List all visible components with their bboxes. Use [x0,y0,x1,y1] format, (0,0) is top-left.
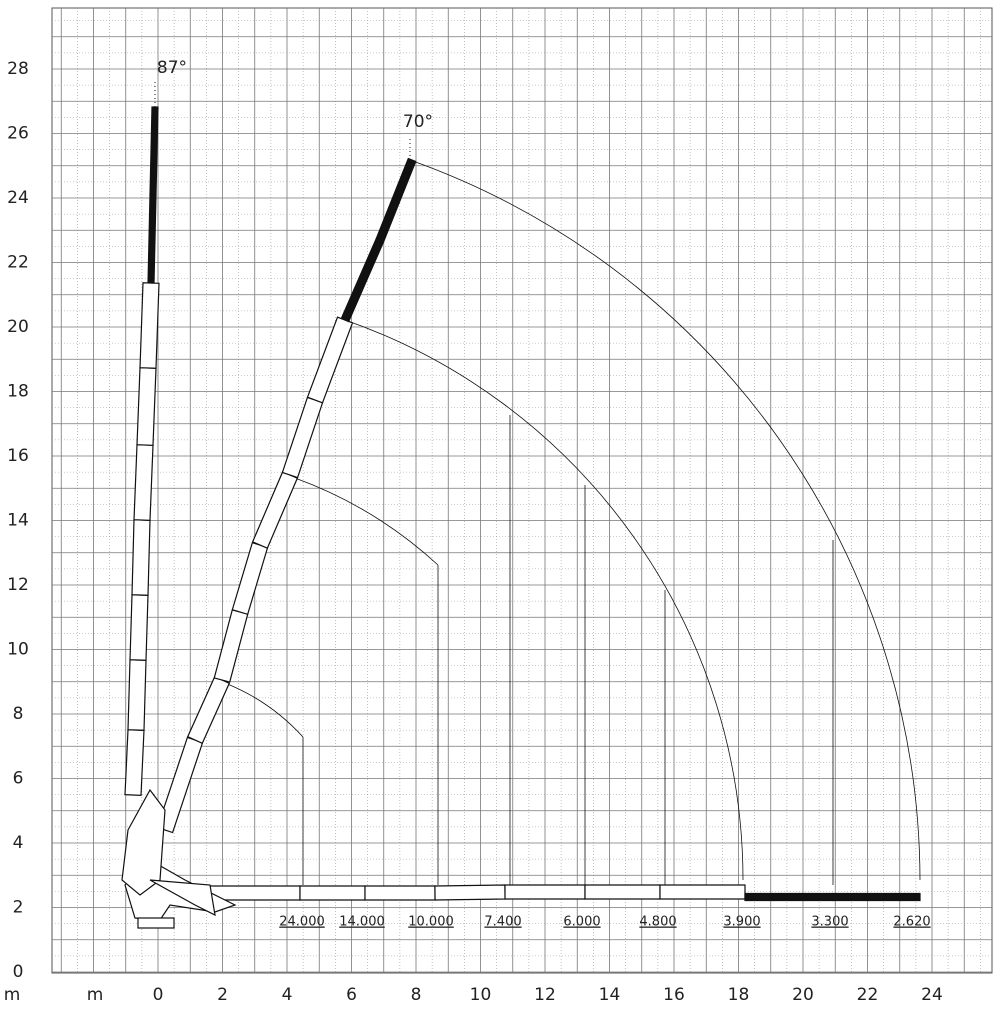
y-tick-label: 10 [7,640,29,660]
load-label: 7.400 [484,915,521,930]
reach-arc [224,682,304,738]
angle-label: 87° [157,58,187,78]
boom-section [299,885,366,901]
crane-arm [149,879,216,917]
boom-section [832,892,921,902]
boom-section [213,609,249,683]
y-tick-label: 16 [7,446,29,466]
y-unit: m [4,985,21,1005]
load-label: 4.800 [639,915,676,930]
crane [121,82,921,929]
reach-arc [409,159,921,881]
x-tick-label: 18 [728,985,750,1005]
load-label: 3.900 [723,915,760,930]
boom-section [129,594,149,661]
y-tick-label: 12 [7,575,29,595]
boom-section [434,884,506,901]
y-tick-label: 4 [13,833,24,853]
y-tick-label: 24 [7,188,29,208]
y-tick-label: 8 [13,704,24,724]
x-tick-label: 24 [921,985,943,1005]
load-label: 10.000 [408,915,454,930]
load-label: 24.000 [279,915,325,930]
boom-section [340,237,385,323]
load-label: 2.620 [893,915,930,930]
boom-section [504,884,586,900]
load-label: 6.000 [563,915,600,930]
x-tick-label: 6 [346,985,357,1005]
boom-section [133,444,154,521]
boom-section [149,106,159,196]
frame [51,7,993,974]
boom-section [364,885,436,901]
x-tick-label: 16 [663,985,685,1005]
boom-section [231,541,269,616]
x-tick-label: 0 [153,985,164,1005]
boom-section [306,316,354,404]
boom-section [375,157,417,243]
x-tick-label: 4 [282,985,293,1005]
y-tick-label: 20 [7,317,29,337]
boom-section [659,884,746,900]
x-tick-label: 12 [534,985,556,1005]
load-label: 3.300 [811,915,848,930]
x-tick-label: 10 [470,985,492,1005]
boom-section [281,396,324,479]
boom-section [127,659,147,731]
boom-section [136,367,157,446]
x-unit: m [87,985,104,1005]
x-tick-label: 8 [411,985,422,1005]
y-tick-label: 18 [7,382,29,402]
y-tick-label: 22 [7,253,29,273]
boom-section [744,892,834,902]
y-tick-label: 28 [7,59,29,79]
load-label: 14.000 [339,915,385,930]
crane-foot [137,917,175,929]
y-tick-label: 2 [13,898,24,918]
x-tick-label: 2 [217,985,228,1005]
boom-section [131,519,151,596]
boom-section [139,282,160,369]
angle-label: 70° [403,112,433,132]
x-tick-label: 22 [857,985,879,1005]
grid [52,8,992,973]
x-tick-label: 14 [599,985,621,1005]
y-tick-label: 6 [13,769,24,789]
x-tick-label: 20 [792,985,814,1005]
y-tick-label: 0 [13,962,24,982]
y-tick-label: 26 [7,124,29,144]
boom-section [584,884,661,900]
boom-section [124,729,145,796]
boom-section [186,675,231,745]
reach-arc [344,319,744,881]
reach-arc [294,477,439,566]
crane-column [121,788,166,896]
y-tick-label: 14 [7,511,29,531]
boom-section [147,194,157,284]
